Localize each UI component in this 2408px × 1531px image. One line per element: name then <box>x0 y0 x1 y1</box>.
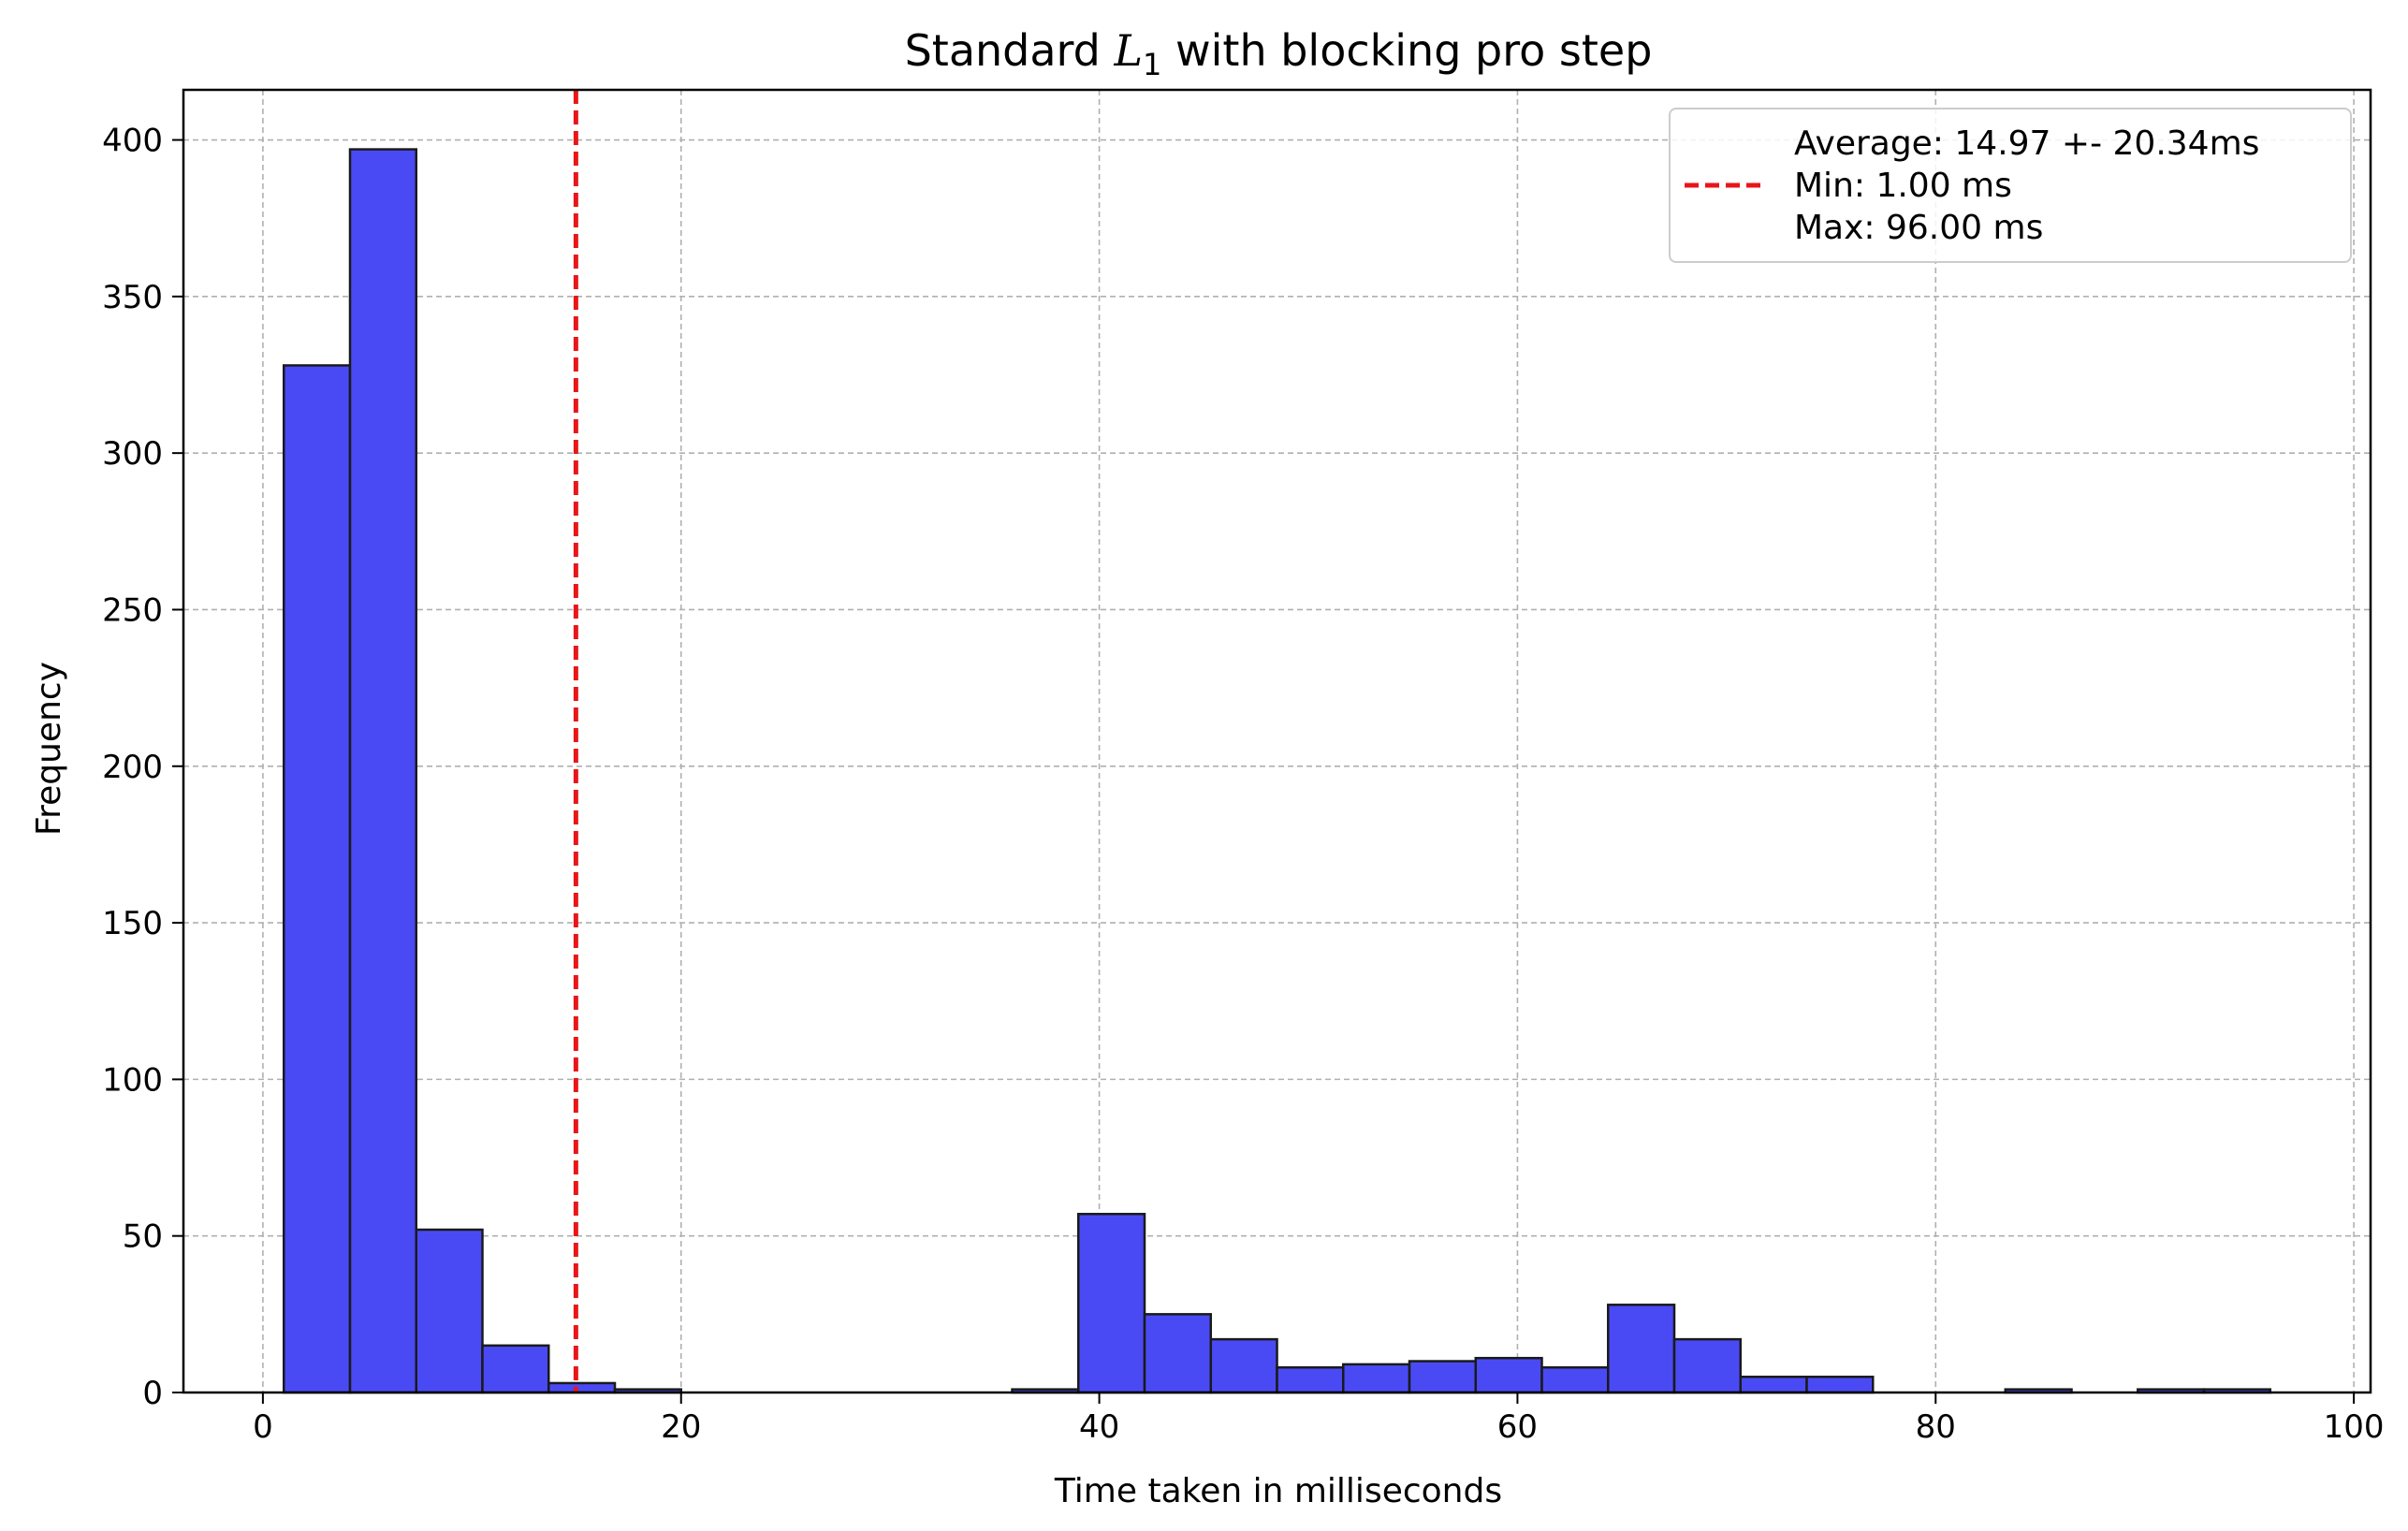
histogram-bar <box>1739 1376 1808 1394</box>
x-tick-label: 80 <box>1916 1408 1956 1446</box>
legend-line-average: Average: 14.97 +- 20.34ms <box>1794 124 2259 163</box>
legend: Average: 14.97 +- 20.34ms Min: 1.00 ms M… <box>1669 108 2352 263</box>
histogram-bar <box>547 1381 617 1394</box>
y-tick-label: 100 <box>102 1061 163 1099</box>
x-axis-ticks: 0 20 40 60 80 100 <box>253 1392 2385 1446</box>
x-tick-label: 100 <box>2324 1408 2385 1446</box>
histogram-bar <box>1408 1360 1478 1394</box>
x-tick-label: 40 <box>1079 1408 1119 1446</box>
grid-lines <box>183 90 2371 1393</box>
y-tick-label: 250 <box>102 591 163 629</box>
histogram-bars <box>282 148 2272 1394</box>
histogram-bar <box>415 1228 484 1394</box>
histogram-bar <box>481 1344 550 1394</box>
y-tick-label: 0 <box>142 1375 163 1412</box>
histogram-bar <box>1607 1304 1676 1394</box>
histogram-bar <box>348 148 417 1394</box>
chart-title: Standard L1 with blocking pro step <box>905 25 1653 82</box>
x-tick-label: 60 <box>1497 1408 1538 1446</box>
legend-line-max: Max: 96.00 ms <box>1794 209 2043 247</box>
y-axis-label: Frequency <box>30 662 68 836</box>
histogram-bar <box>1209 1337 1278 1394</box>
y-axis-ticks: 0 50 100 150 200 250 300 350 400 <box>102 123 183 1412</box>
histogram-bar <box>282 364 352 1394</box>
y-tick-label: 200 <box>102 749 163 786</box>
title-suffix: with blocking pro step <box>1161 25 1652 76</box>
y-tick-label: 400 <box>102 123 163 160</box>
plot-frame <box>182 88 2372 1394</box>
title-prefix: Standard <box>905 25 1115 76</box>
histogram-bar <box>1342 1363 1411 1394</box>
histogram-bar <box>1540 1365 1610 1394</box>
histogram-bar <box>1805 1376 1875 1394</box>
legend-box <box>1669 108 2352 263</box>
x-tick-label: 0 <box>253 1408 273 1446</box>
histogram-bar <box>1276 1365 1345 1394</box>
y-tick-label: 50 <box>123 1218 163 1256</box>
x-axis-label: Time taken in milliseconds <box>1054 1472 1502 1510</box>
histogram-bar <box>1474 1356 1543 1394</box>
x-tick-label: 20 <box>661 1408 701 1446</box>
legend-line-min: Min: 1.00 ms <box>1794 167 2012 205</box>
y-tick-label: 350 <box>102 279 163 316</box>
y-tick-label: 300 <box>102 435 163 473</box>
histogram-bar <box>1077 1213 1146 1394</box>
y-tick-label: 150 <box>102 905 163 942</box>
title-math-subscript: 1 <box>1143 47 1161 82</box>
histogram-bar <box>1672 1337 1743 1394</box>
histogram-bar <box>1143 1313 1213 1394</box>
title-math-letter: L <box>1113 25 1143 76</box>
